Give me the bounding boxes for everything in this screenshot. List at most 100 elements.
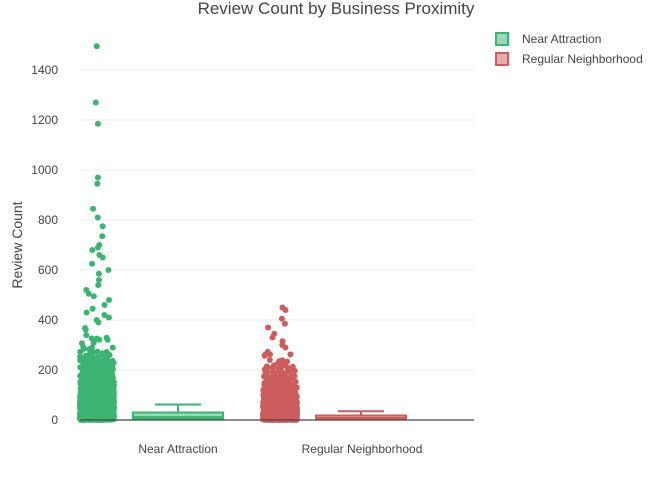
chart-plot-area — [77, 43, 407, 423]
data-point — [96, 336, 103, 343]
data-point — [99, 403, 106, 410]
data-point — [267, 384, 274, 391]
outlier-point — [106, 297, 112, 303]
data-point — [104, 336, 111, 343]
outlier-point — [90, 205, 97, 212]
legend-swatch — [495, 32, 509, 46]
data-point — [87, 397, 94, 404]
data-point — [282, 360, 289, 367]
outlier-point — [99, 254, 106, 261]
data-point — [293, 393, 300, 400]
box-body — [132, 411, 224, 420]
data-point — [87, 362, 94, 369]
outlier-point — [94, 214, 101, 221]
data-point — [262, 402, 269, 409]
data-point — [103, 413, 110, 420]
data-point — [279, 412, 286, 418]
outlier-point — [101, 312, 108, 318]
data-point — [282, 381, 289, 388]
outlier-point — [89, 260, 96, 267]
series-regular-neighborhood — [260, 304, 407, 423]
data-point — [268, 394, 275, 401]
data-point — [77, 364, 84, 371]
data-point — [275, 365, 282, 372]
outlier-point — [92, 99, 99, 106]
data-point — [275, 404, 282, 411]
data-point — [104, 382, 111, 389]
outlier-point — [278, 315, 285, 322]
data-point — [286, 404, 292, 411]
data-point — [272, 376, 279, 383]
data-point — [102, 353, 109, 360]
outlier-point — [89, 305, 96, 312]
data-point — [88, 353, 95, 359]
data-point — [286, 397, 293, 404]
data-point — [264, 364, 271, 371]
outlier-point — [282, 344, 289, 351]
data-point — [272, 401, 278, 407]
data-point — [93, 391, 100, 398]
data-point — [261, 352, 268, 359]
y-tick-label: 200 — [38, 363, 58, 377]
y-tick-label: 1400 — [31, 63, 58, 77]
outlier-point — [89, 247, 96, 253]
outlier-point — [83, 309, 90, 316]
outlier-point — [94, 244, 101, 251]
outlier-point — [85, 290, 92, 297]
data-point — [261, 385, 268, 392]
legend-item-regular-neighborhood[interactable]: Regular Neighborhood — [495, 52, 643, 66]
outlier-point — [96, 277, 102, 283]
data-point — [88, 335, 95, 342]
data-point — [92, 356, 99, 363]
x-tick-label: Near Attraction — [138, 442, 217, 456]
data-point — [95, 361, 102, 368]
data-point — [77, 356, 84, 363]
data-point — [81, 370, 87, 377]
data-point — [287, 382, 294, 389]
data-point — [86, 346, 93, 353]
outlier-point — [282, 307, 289, 313]
data-point — [278, 396, 285, 403]
outlier-point — [99, 233, 106, 240]
y-tick-label: 0 — [51, 413, 58, 427]
outlier-point — [94, 174, 101, 181]
data-point — [105, 362, 112, 369]
outlier-point — [95, 282, 102, 288]
y-tick-label: 400 — [38, 313, 58, 327]
legend-label: Regular Neighborhood — [522, 52, 643, 66]
data-point — [268, 375, 274, 382]
outlier-point — [94, 120, 101, 127]
outlier-point — [95, 270, 102, 277]
data-point — [276, 358, 283, 365]
data-point — [269, 365, 276, 371]
data-point — [288, 387, 295, 394]
outlier-point — [95, 319, 102, 326]
data-point — [89, 372, 96, 379]
data-point — [90, 367, 97, 374]
data-point — [99, 364, 106, 371]
y-axis-ticks: 0 200 400 600 800 1000 1200 1400 — [31, 63, 58, 427]
data-point — [106, 397, 113, 404]
series-near-attraction — [77, 43, 224, 423]
legend[interactable]: Near Attraction Regular Neighborhood — [495, 32, 643, 66]
data-point — [109, 376, 116, 383]
data-point — [109, 344, 116, 351]
data-point — [291, 408, 298, 415]
data-point — [102, 376, 109, 383]
data-point — [93, 397, 99, 404]
data-point — [94, 378, 101, 385]
data-point — [81, 414, 88, 421]
data-point — [263, 415, 270, 422]
outlier-point — [94, 180, 101, 187]
outlier-point — [101, 302, 108, 308]
outlier-point — [281, 320, 288, 327]
data-point — [110, 402, 116, 409]
data-point — [268, 406, 275, 412]
data-point — [266, 357, 273, 363]
data-point — [281, 391, 288, 398]
data-point — [82, 325, 89, 331]
legend-item-near-attraction[interactable]: Near Attraction — [495, 32, 601, 46]
data-point — [94, 348, 101, 355]
outlier-point — [105, 314, 112, 321]
